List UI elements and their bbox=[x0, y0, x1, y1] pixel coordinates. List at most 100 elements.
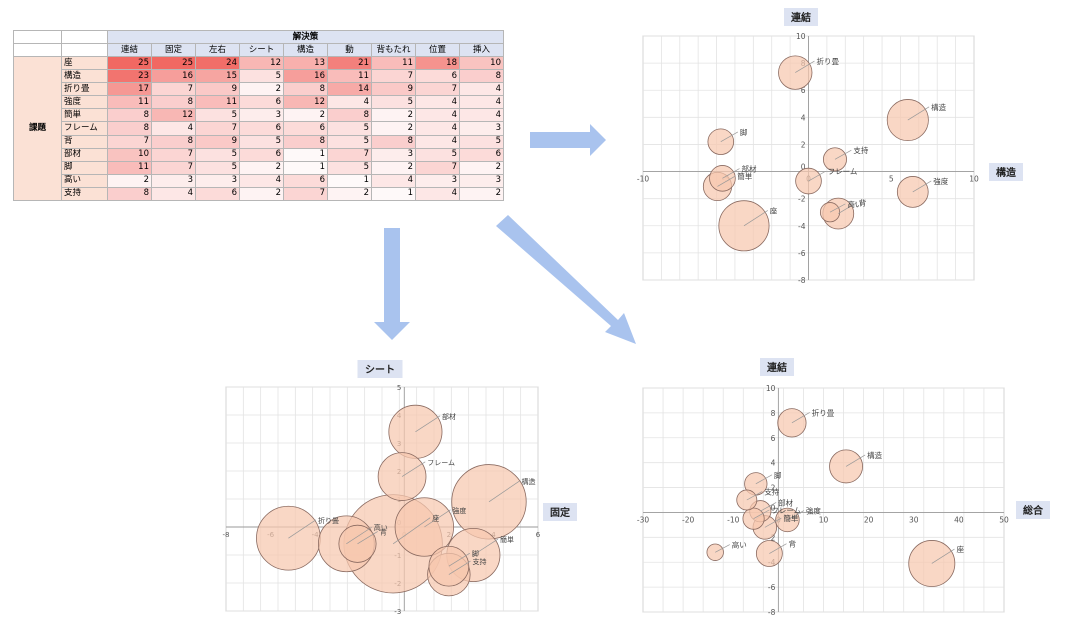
bubble bbox=[388, 404, 443, 459]
table-cell: 14 bbox=[327, 82, 372, 97]
table-cell: 4 bbox=[415, 134, 460, 149]
arrow-right bbox=[530, 124, 606, 156]
table-cell: 7 bbox=[195, 121, 240, 136]
table-cell: 5 bbox=[195, 108, 240, 123]
leader-line bbox=[288, 519, 317, 539]
table-cell: 8 bbox=[283, 82, 328, 97]
table-cell: 4 bbox=[459, 108, 504, 123]
column-header: 左右 bbox=[195, 43, 240, 58]
y-tick-label: -2 bbox=[768, 533, 776, 542]
leader-line bbox=[829, 203, 846, 213]
row-header: 部材 bbox=[61, 147, 108, 162]
table-cell: 24 bbox=[195, 56, 240, 71]
table-cell: 5 bbox=[459, 134, 504, 149]
x-tick-label: -8 bbox=[223, 531, 230, 539]
table-cell: 5 bbox=[371, 95, 416, 110]
bubble-label: 脚 bbox=[740, 127, 748, 137]
table-cell: 6 bbox=[239, 95, 284, 110]
bubble bbox=[428, 545, 470, 587]
y-tick-label: 2 bbox=[801, 140, 806, 149]
leader-line bbox=[722, 168, 740, 179]
table-cell: 3 bbox=[195, 173, 240, 188]
table-cell: 6 bbox=[239, 121, 284, 136]
x-tick-label: 30 bbox=[909, 515, 919, 524]
table-cell: 8 bbox=[327, 108, 372, 123]
bubble-label: 部材 bbox=[442, 412, 456, 421]
column-header: 挿入 bbox=[459, 43, 504, 58]
table-cell: 3 bbox=[371, 147, 416, 162]
row-header: 強度 bbox=[61, 95, 108, 110]
x-tick-label: 10 bbox=[969, 175, 979, 184]
bubble-chart-sheet-kotei: シート固定-8-6-4-20246-3-2-1123450部材フレーム構造折り畳… bbox=[223, 360, 577, 616]
axis-label-box bbox=[989, 163, 1023, 181]
table-cell: 4 bbox=[415, 186, 460, 202]
leader-line bbox=[755, 474, 773, 485]
row-group-header: 課題 bbox=[13, 56, 62, 201]
table-cell: 7 bbox=[151, 82, 196, 97]
bubble-label: 構造 bbox=[867, 450, 882, 460]
bubble bbox=[451, 464, 527, 540]
table-cell: 10 bbox=[107, 147, 152, 162]
bubble-label: 折り畳 bbox=[816, 56, 839, 66]
table-cell: 11 bbox=[327, 69, 372, 84]
corner-cell bbox=[61, 29, 108, 45]
bubble bbox=[718, 200, 770, 252]
y-tick-label: -8 bbox=[798, 276, 806, 285]
leader-line bbox=[488, 480, 520, 503]
table-cell: 8 bbox=[151, 95, 196, 110]
table-cell: 2 bbox=[239, 186, 284, 202]
bubble bbox=[377, 452, 427, 501]
table-cell: 8 bbox=[107, 121, 152, 136]
table-cell: 6 bbox=[239, 147, 284, 162]
bubble-chart-renketsu-kozo: 連結構造-10-50510-8-6-4-22468100折り畳構造脚支持部材簡単… bbox=[637, 8, 1023, 285]
leader-line bbox=[907, 106, 930, 121]
table-cell: 11 bbox=[371, 56, 416, 71]
table-cell: 5 bbox=[195, 147, 240, 162]
row-header: 背 bbox=[61, 134, 108, 149]
leader-line bbox=[760, 502, 777, 512]
bubble-label: 座 bbox=[770, 205, 778, 215]
bubble-label: 強度 bbox=[452, 506, 466, 515]
bubble-label: 高い bbox=[374, 523, 388, 532]
leader-line bbox=[448, 552, 471, 567]
column-header: 固定 bbox=[151, 43, 196, 58]
leader-line bbox=[392, 517, 431, 545]
bubble-label: 脚 bbox=[774, 470, 782, 480]
table-cell: 9 bbox=[195, 82, 240, 97]
bubble-label: 部材 bbox=[778, 497, 793, 507]
leader-line bbox=[834, 149, 852, 160]
leader-line bbox=[473, 538, 499, 556]
y-tick-label: 5 bbox=[397, 384, 401, 392]
table-cell: 1 bbox=[371, 186, 416, 202]
leader-line bbox=[808, 170, 826, 182]
bubble-label: 座 bbox=[432, 514, 439, 523]
bubble-label: 簡単 bbox=[783, 513, 798, 523]
leader-line bbox=[717, 175, 736, 187]
axis-label: 固定 bbox=[550, 506, 570, 519]
x-tick-label: 5 bbox=[889, 175, 894, 184]
y-tick-label: -6 bbox=[798, 249, 806, 258]
bubble bbox=[777, 408, 807, 438]
chart-title-box bbox=[357, 360, 403, 378]
x-tick-label: 10 bbox=[819, 515, 829, 524]
leader-line bbox=[769, 543, 787, 554]
bubble-label: フレーム bbox=[427, 459, 455, 467]
leader-line bbox=[743, 210, 768, 227]
table-cell: 4 bbox=[327, 95, 372, 110]
bubble-label: 高い bbox=[847, 199, 862, 209]
bubble bbox=[819, 202, 841, 223]
bubble-label: 支持 bbox=[473, 557, 487, 566]
leader-line bbox=[401, 461, 426, 477]
table-cell: 11 bbox=[195, 95, 240, 110]
leader-line bbox=[787, 510, 805, 521]
x-tick-label: 20 bbox=[864, 515, 874, 524]
x-tick-label: 6 bbox=[536, 531, 541, 539]
leader-line bbox=[424, 509, 451, 528]
y-tick-label: -6 bbox=[768, 583, 776, 592]
y-tick-label: -4 bbox=[798, 222, 806, 231]
leader-line bbox=[838, 202, 857, 214]
row-header: 構造 bbox=[61, 69, 108, 84]
y-tick-label: -8 bbox=[768, 608, 776, 617]
bubble-label: 簡単 bbox=[737, 171, 752, 181]
leader-line bbox=[931, 548, 955, 564]
